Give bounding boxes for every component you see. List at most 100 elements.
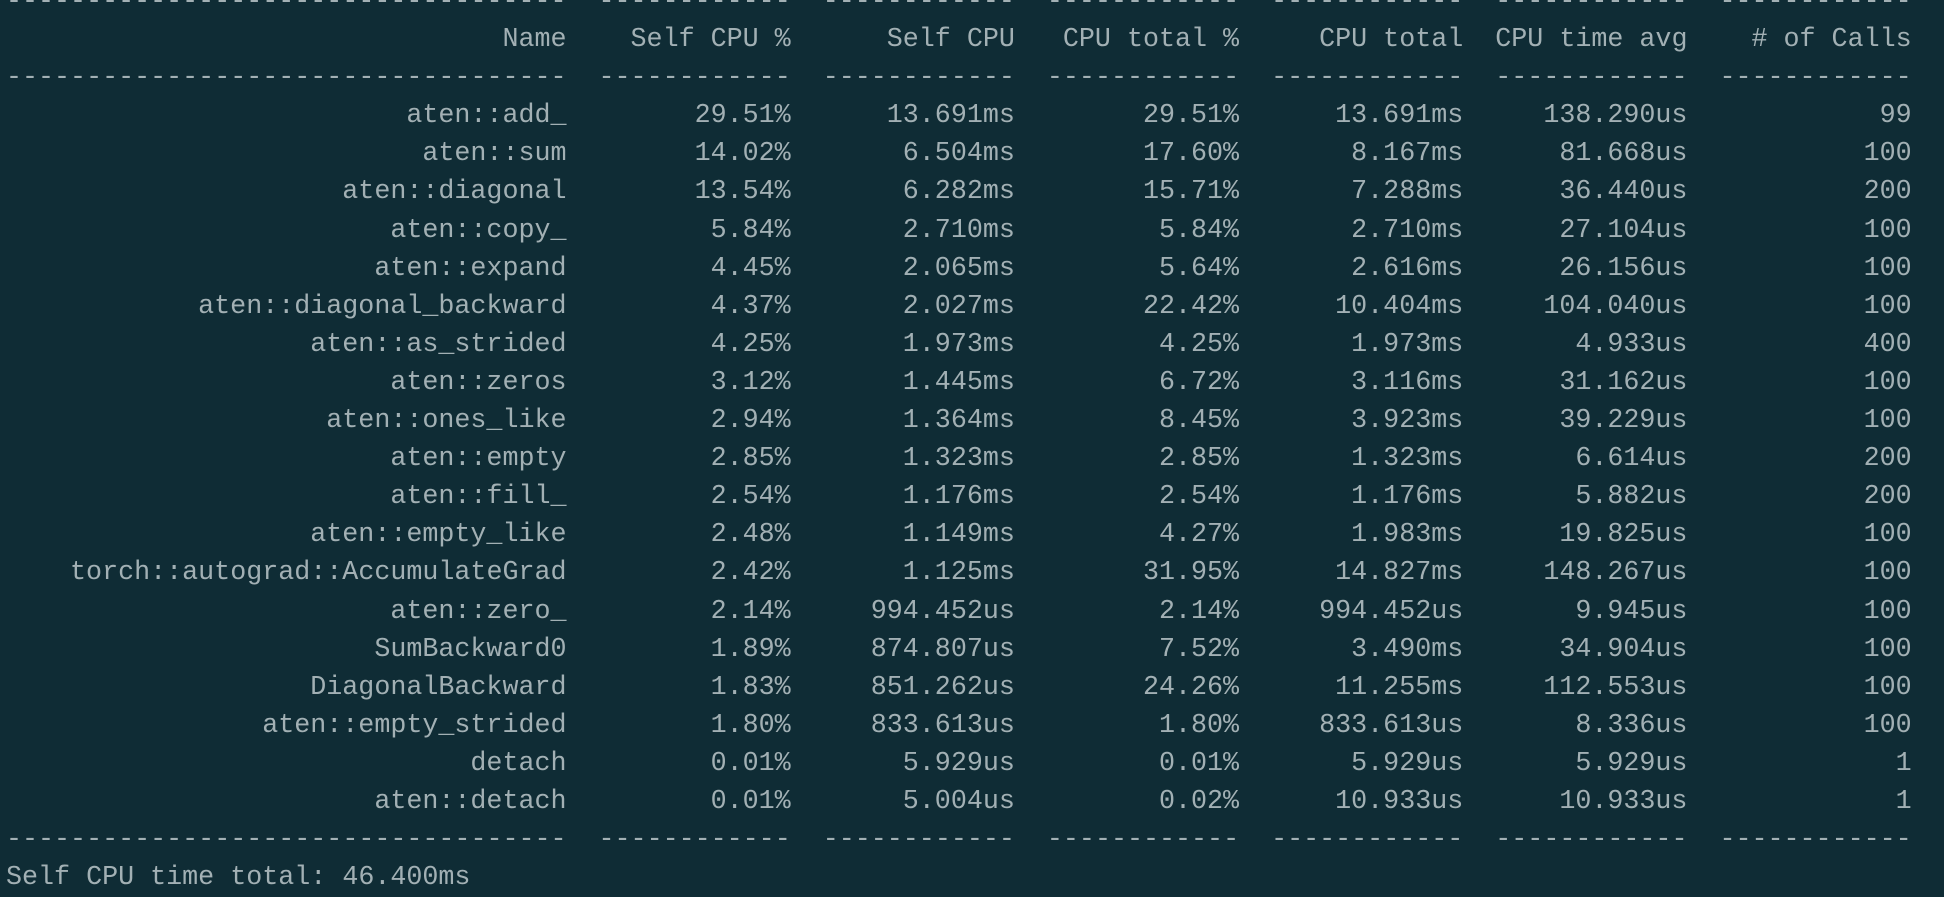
header-cell: Self CPU %: [630, 25, 791, 56]
cell: 29.51%: [1142, 101, 1240, 132]
cell: 5.004us: [902, 786, 1015, 817]
cell: 6.72%: [1159, 367, 1240, 398]
data-row: aten::as_strided 4.25% 1.973ms 4.25% 1.973ms…: [6, 326, 1911, 364]
cell: 2.14%: [710, 596, 791, 627]
cell: 5.84%: [1159, 215, 1240, 246]
cell: 0.01%: [710, 748, 791, 779]
data-row: aten::empty 2.85% 1.323ms 2.85% 1.323ms 6.614…: [6, 440, 1911, 478]
separator: ------------: [1046, 825, 1240, 856]
cell: 4.27%: [1159, 520, 1240, 551]
cell: aten::fill_: [390, 482, 567, 513]
cell: 0.01%: [710, 786, 791, 817]
cell: 19.825us: [1559, 520, 1688, 551]
cell: 1.176ms: [902, 482, 1015, 513]
cell: 874.807us: [870, 634, 1015, 665]
cell: 4.25%: [1159, 329, 1240, 360]
cell: 36.440us: [1559, 177, 1688, 208]
data-row: torch::autograd::AccumulateGrad 2.42% 1.12…: [6, 554, 1912, 592]
cell: aten::empty: [390, 444, 567, 475]
cell: aten::ones_like: [326, 406, 567, 437]
separator: -----------------------------------: [6, 0, 567, 17]
cell: 2.710ms: [1351, 215, 1464, 246]
cell: 6.504ms: [902, 139, 1015, 170]
cell: 5.929us: [1575, 748, 1688, 779]
cell: 1.80%: [710, 710, 791, 741]
cell: 5.929us: [902, 748, 1015, 779]
cell: 13.54%: [694, 177, 791, 208]
cell: 100: [1863, 710, 1912, 741]
cell: 2.85%: [1159, 444, 1240, 475]
cell: 6.282ms: [902, 177, 1015, 208]
cell: 8.45%: [1159, 406, 1240, 437]
cell: 29.51%: [694, 101, 791, 132]
cell: 5.882us: [1575, 482, 1688, 513]
cell: 5.929us: [1351, 748, 1464, 779]
cell: 4.25%: [710, 329, 791, 360]
cell: 2.14%: [1159, 596, 1240, 627]
data-row: aten::diagonal 13.54% 6.282ms 15.71% 7.288ms…: [6, 173, 1911, 211]
cell: 2.54%: [710, 482, 791, 513]
data-row: aten::ones_like 2.94% 1.364ms 8.45% 3.923ms 3…: [6, 402, 1911, 440]
cell: 10.933us: [1335, 786, 1464, 817]
cell: 2.027ms: [902, 291, 1015, 322]
cell: 5.64%: [1159, 253, 1240, 284]
cell: 3.116ms: [1351, 367, 1464, 398]
cell: 100: [1863, 367, 1912, 398]
cell: SumBackward0: [374, 634, 567, 665]
cell: 7.288ms: [1351, 177, 1464, 208]
cell: 104.040us: [1543, 291, 1688, 322]
cell: 17.60%: [1142, 139, 1240, 170]
cell: 994.452us: [1319, 596, 1464, 627]
cell: detach: [470, 748, 567, 779]
separator: ------------: [1495, 0, 1688, 17]
data-row: aten::zeros 3.12% 1.445ms 6.72% 3.116ms 31.16…: [6, 364, 1912, 402]
data-row: aten::zero_ 2.14% 994.452us 2.14% 994.452us 9…: [6, 593, 1911, 631]
cell: aten::empty_like: [310, 520, 567, 551]
cell: 1.445ms: [902, 367, 1015, 398]
cell: 8.336us: [1575, 710, 1688, 741]
cell: 2.48%: [710, 520, 791, 551]
cell: aten::detach: [374, 786, 567, 817]
cell: 100: [1863, 520, 1912, 551]
data-row: aten::copy_ 5.84% 2.710ms 5.84% 2.710ms 27.10…: [6, 212, 1911, 250]
cell: 833.613us: [870, 710, 1015, 741]
cell: 10.933us: [1559, 786, 1688, 817]
cell: 2.616ms: [1351, 253, 1464, 284]
cell: aten::sum: [422, 139, 567, 170]
separator: ------------: [598, 63, 791, 94]
data-row: aten::expand 4.45% 2.065ms 5.64% 2.616ms 26.1…: [6, 250, 1912, 288]
cell: 1.125ms: [902, 558, 1015, 589]
cell: aten::add_: [406, 101, 567, 132]
cell: 2.94%: [710, 406, 791, 437]
cell: 9.945us: [1575, 596, 1688, 627]
cell: 11.255ms: [1335, 672, 1464, 703]
cell: 112.553us: [1543, 672, 1688, 703]
cell: 0.01%: [1159, 748, 1240, 779]
separator: ------------: [1719, 0, 1912, 17]
cell: DiagonalBackward: [310, 672, 567, 703]
cell: 1.89%: [710, 634, 791, 665]
cell: 2.85%: [710, 444, 791, 475]
cell: 833.613us: [1319, 710, 1464, 741]
cell: 5.84%: [710, 215, 791, 246]
data-row: detach 0.01% 5.929us 0.01% 5.929us 5.929us 1: [6, 745, 1911, 783]
cell: 14.02%: [694, 139, 791, 170]
cell: 1.323ms: [902, 444, 1015, 475]
cell: 24.26%: [1142, 672, 1240, 703]
separator-row: ----------------------------------- -----…: [6, 59, 1912, 97]
cell: 4.933us: [1575, 329, 1688, 360]
cell: 100: [1863, 253, 1912, 284]
separator: -----------------------------------: [6, 825, 567, 856]
cell: 39.229us: [1559, 406, 1688, 437]
cell: 3.490ms: [1351, 634, 1464, 665]
header-cell: CPU time avg: [1495, 25, 1688, 56]
cell: 851.262us: [870, 672, 1015, 703]
cell: 2.065ms: [902, 253, 1015, 284]
cell: 138.290us: [1543, 101, 1688, 132]
cell: 4.37%: [710, 291, 791, 322]
header-cell: CPU total %: [1062, 25, 1240, 56]
cell: 1.323ms: [1351, 444, 1464, 475]
separator: ------------: [822, 825, 1015, 856]
separator: ------------: [598, 0, 791, 17]
